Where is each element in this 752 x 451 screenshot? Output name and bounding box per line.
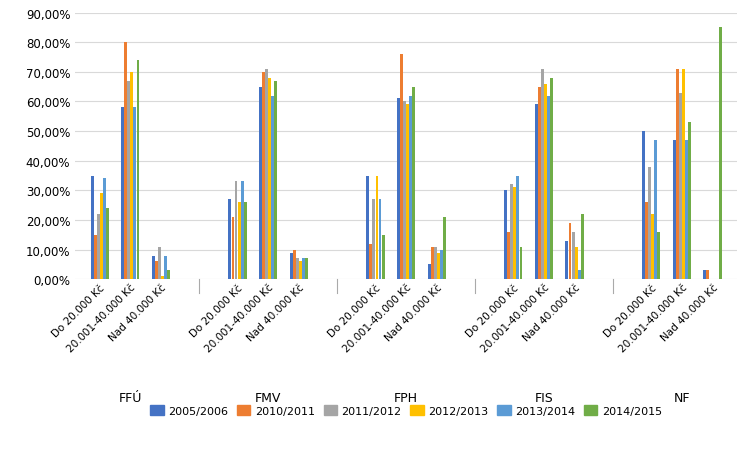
- Bar: [265, 70, 268, 280]
- Bar: [719, 28, 722, 280]
- Bar: [412, 87, 415, 280]
- Bar: [369, 244, 372, 280]
- Bar: [428, 265, 430, 280]
- Bar: [238, 203, 241, 280]
- Bar: [366, 176, 369, 280]
- Bar: [134, 108, 136, 280]
- Bar: [682, 70, 685, 280]
- Bar: [167, 271, 170, 280]
- Bar: [578, 271, 581, 280]
- Bar: [688, 123, 691, 280]
- Bar: [378, 200, 381, 280]
- Bar: [508, 232, 510, 280]
- Bar: [581, 215, 584, 280]
- Bar: [651, 215, 654, 280]
- Bar: [293, 250, 296, 280]
- Bar: [155, 262, 158, 280]
- Bar: [685, 141, 688, 280]
- Legend: 2005/2006, 2010/2011, 2011/2012, 2012/2013, 2013/2014, 2014/2015: 2005/2006, 2010/2011, 2011/2012, 2012/20…: [146, 401, 666, 420]
- Text: FMV: FMV: [255, 391, 281, 405]
- Bar: [535, 105, 538, 280]
- Bar: [547, 97, 550, 280]
- Text: NF: NF: [674, 391, 690, 405]
- Bar: [103, 179, 106, 280]
- Bar: [520, 247, 523, 280]
- Bar: [262, 73, 265, 280]
- Bar: [397, 99, 400, 280]
- Bar: [541, 70, 544, 280]
- Bar: [100, 194, 103, 280]
- Bar: [97, 215, 99, 280]
- Bar: [372, 200, 375, 280]
- Bar: [642, 132, 645, 280]
- Bar: [676, 70, 678, 280]
- Bar: [437, 253, 440, 280]
- Bar: [511, 185, 513, 280]
- Bar: [654, 141, 657, 280]
- Bar: [244, 203, 247, 280]
- Bar: [268, 78, 271, 280]
- Bar: [517, 176, 520, 280]
- Bar: [232, 217, 235, 280]
- Bar: [706, 271, 709, 280]
- Bar: [259, 87, 262, 280]
- Bar: [572, 232, 575, 280]
- Bar: [152, 256, 155, 280]
- Bar: [302, 259, 305, 280]
- Bar: [382, 235, 384, 280]
- Text: FFÚ: FFÚ: [119, 391, 142, 405]
- Bar: [305, 259, 308, 280]
- Text: FPH: FPH: [394, 391, 418, 405]
- Bar: [271, 97, 274, 280]
- Bar: [158, 247, 161, 280]
- Bar: [130, 73, 133, 280]
- Bar: [106, 209, 109, 280]
- Bar: [443, 217, 446, 280]
- Bar: [290, 253, 293, 280]
- Bar: [400, 55, 403, 280]
- Bar: [550, 78, 553, 280]
- Bar: [569, 223, 572, 280]
- Bar: [94, 235, 96, 280]
- Bar: [241, 182, 244, 280]
- Bar: [296, 259, 299, 280]
- Bar: [235, 182, 238, 280]
- Bar: [645, 203, 648, 280]
- Bar: [229, 200, 232, 280]
- Bar: [679, 93, 682, 280]
- Text: FIS: FIS: [535, 391, 553, 405]
- Bar: [406, 105, 409, 280]
- Bar: [299, 262, 302, 280]
- Bar: [274, 82, 277, 280]
- Bar: [127, 82, 130, 280]
- Bar: [409, 97, 412, 280]
- Bar: [514, 188, 517, 280]
- Bar: [648, 167, 651, 280]
- Bar: [90, 176, 93, 280]
- Bar: [403, 102, 406, 280]
- Bar: [657, 232, 660, 280]
- Bar: [673, 141, 675, 280]
- Bar: [431, 247, 434, 280]
- Bar: [121, 108, 124, 280]
- Bar: [440, 250, 443, 280]
- Bar: [566, 241, 569, 280]
- Bar: [703, 271, 706, 280]
- Bar: [164, 256, 167, 280]
- Bar: [161, 276, 164, 280]
- Bar: [375, 176, 378, 280]
- Bar: [538, 87, 541, 280]
- Bar: [124, 43, 127, 280]
- Bar: [504, 191, 507, 280]
- Bar: [575, 247, 578, 280]
- Bar: [137, 61, 139, 280]
- Bar: [434, 247, 437, 280]
- Bar: [544, 84, 547, 280]
